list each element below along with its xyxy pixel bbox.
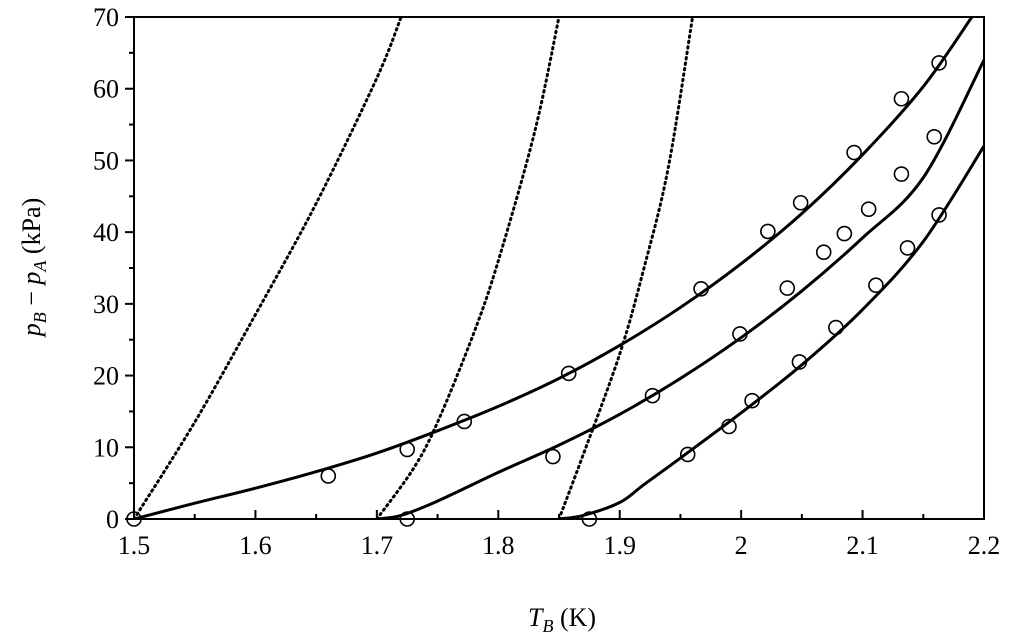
- data-point: [893, 90, 910, 107]
- x-tick-label: 2.1: [846, 531, 879, 560]
- data-point: [744, 392, 760, 409]
- x-axis-title: TB (K): [528, 603, 596, 636]
- x-tick-label: 1.8: [482, 531, 515, 560]
- data-point: [791, 354, 808, 370]
- data-point: [899, 240, 916, 256]
- data-point: [679, 446, 696, 463]
- data-point: [545, 448, 561, 465]
- y-tick-label: 70: [93, 3, 119, 32]
- data-point: [846, 144, 862, 161]
- dotted-curve-3: [557, 17, 695, 519]
- axis-ticks: [125, 16, 985, 520]
- x-tick-label: 2.2: [968, 531, 1001, 560]
- plot-area: [134, 17, 984, 519]
- data-point: [926, 128, 943, 145]
- y-tick-label: 0: [106, 505, 119, 534]
- data-point: [581, 511, 598, 527]
- data-point: [815, 244, 832, 261]
- x-tick-label: 1.5: [118, 531, 151, 560]
- data-point: [320, 468, 337, 484]
- tick-labels: 1.5 1.6 1.7 1.8 1.9 2 2.1 2.2 0 10 20 30 40 50 60 70: [93, 3, 1000, 560]
- data-point: [931, 207, 947, 223]
- plot-frame: [133, 16, 985, 520]
- data-point: [779, 280, 796, 296]
- data-point: [399, 511, 416, 527]
- y-tick-label: 40: [93, 218, 119, 247]
- y-tick-label: 60: [93, 75, 119, 104]
- y-tick-label: 30: [93, 290, 119, 319]
- x-tick-label: 1.6: [239, 531, 272, 560]
- solid-curve-3: [558, 145, 984, 519]
- x-tick-label: 1.9: [603, 531, 636, 560]
- x-tick-label: 1.7: [361, 531, 394, 560]
- data-point: [693, 280, 709, 297]
- x-tick-label: 2: [735, 531, 748, 560]
- y-tick-label: 10: [93, 433, 119, 462]
- data-point: [721, 418, 737, 435]
- dotted-curve-2: [375, 17, 561, 519]
- data-point: [836, 225, 853, 242]
- data-point: [931, 55, 947, 71]
- data-point: [893, 166, 910, 182]
- data-point: [760, 223, 776, 240]
- data-point: [399, 441, 416, 458]
- data-point: [868, 277, 884, 294]
- y-tick-label: 20: [93, 362, 119, 391]
- solid-curve-1: [134, 17, 974, 519]
- markers: [126, 55, 947, 527]
- dotted-curve-1: [134, 17, 403, 519]
- data-point: [126, 511, 142, 527]
- y-axis-title: pB − pA (kPa): [17, 198, 50, 339]
- data-point: [644, 387, 661, 404]
- data-point: [560, 365, 577, 382]
- data-point: [828, 319, 844, 336]
- data-point: [792, 194, 809, 211]
- data-point: [456, 413, 473, 430]
- data-point: [860, 201, 877, 217]
- data-point: [732, 326, 748, 342]
- y-tick-label: 50: [93, 146, 119, 175]
- solid-curve-2: [376, 59, 984, 519]
